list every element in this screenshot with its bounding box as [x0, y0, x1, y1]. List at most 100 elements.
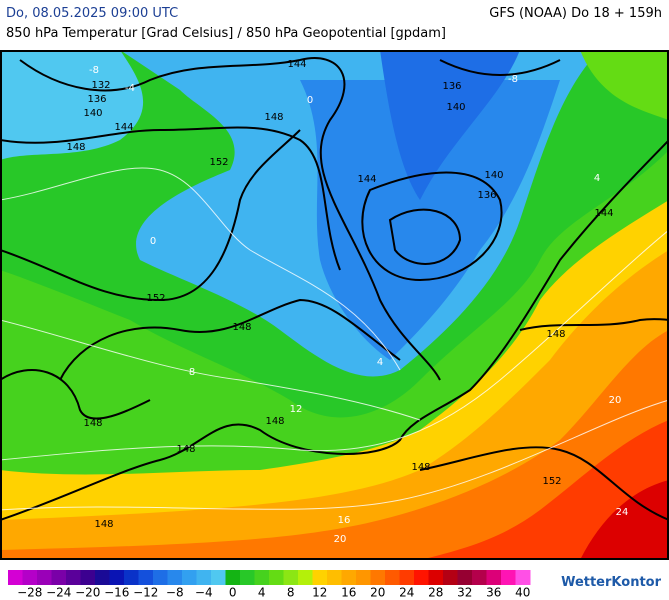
legend-swatch — [51, 570, 67, 585]
geopotential-label: 148 — [546, 329, 565, 340]
legend-swatch — [385, 570, 400, 585]
legend-swatch — [269, 570, 284, 585]
legend-label: 4 — [258, 586, 266, 600]
legend-swatch — [443, 570, 458, 585]
legend-swatch — [196, 570, 212, 585]
legend-swatch — [153, 570, 168, 585]
legend-swatch — [240, 570, 255, 585]
legend-label: 24 — [399, 586, 414, 600]
isotherm-label: -8 — [508, 74, 518, 85]
geopotential-label: 136 — [87, 94, 106, 105]
legend-swatch — [414, 570, 429, 585]
legend-label: −16 — [104, 586, 129, 600]
legend-swatch — [225, 570, 241, 585]
legend-label: −20 — [75, 586, 100, 600]
geopotential-label: 140 — [446, 102, 465, 113]
legend-swatch — [80, 570, 96, 585]
geopotential-label: 144 — [287, 59, 306, 70]
legend-label: −28 — [17, 586, 42, 600]
geopotential-label: 148 — [411, 462, 430, 473]
legend-swatch — [109, 570, 125, 585]
isotherm-label: 4 — [377, 357, 383, 368]
legend-swatch — [138, 570, 154, 585]
isotherm-label: 12 — [290, 404, 303, 415]
legend-label: −24 — [46, 586, 71, 600]
legend-label: 8 — [287, 586, 295, 600]
isotherm-label: 24 — [616, 507, 629, 518]
legend-swatch — [167, 570, 183, 585]
geopotential-label: 148 — [94, 519, 113, 530]
geopotential-label: 144 — [594, 208, 613, 219]
geopotential-label: 148 — [265, 416, 284, 427]
geopotential-label: 144 — [357, 174, 376, 185]
legend-swatch — [283, 570, 299, 585]
legend-swatch — [501, 570, 516, 585]
legend-swatch — [22, 570, 38, 585]
isotherm-label: 0 — [307, 95, 313, 106]
legend-label: 36 — [486, 586, 501, 600]
legend-label: 28 — [428, 586, 443, 600]
brand: WetterKontor — [561, 575, 661, 590]
legend-label: −4 — [195, 586, 213, 600]
legend-swatch — [254, 570, 270, 585]
geopotential-label: 144 — [114, 122, 133, 133]
geopotential-label: 152 — [146, 293, 165, 304]
model-run: GFS (NOAA) Do 18 + 159h — [489, 6, 662, 21]
isotherm-label: -4 — [125, 83, 135, 94]
legend-swatch — [472, 570, 487, 585]
legend-label: 40 — [515, 586, 530, 600]
legend-swatch — [428, 570, 444, 585]
legend-swatch — [8, 570, 23, 585]
geopotential-label: 148 — [176, 444, 195, 455]
legend-swatch — [486, 570, 502, 585]
legend-label: 16 — [341, 586, 356, 600]
geopotential-label: 136 — [477, 190, 496, 201]
geopotential-label: 148 — [264, 112, 283, 123]
isotherm-label: -8 — [89, 65, 99, 76]
legend-swatch — [37, 570, 52, 585]
temperature-field — [1, 51, 668, 559]
legend-swatch — [312, 570, 328, 585]
legend-swatch — [356, 570, 371, 585]
isotherm-label: 8 — [189, 367, 195, 378]
isotherm-label: 16 — [338, 515, 351, 526]
legend-swatch — [182, 570, 197, 585]
legend-label: −12 — [133, 586, 158, 600]
map-frame — [0, 50, 669, 560]
geopotential-label: 140 — [484, 170, 503, 181]
geopotential-label: 152 — [209, 157, 228, 168]
legend-swatch — [298, 570, 313, 585]
geopotential-label: 132 — [91, 80, 110, 91]
legend-swatch — [370, 570, 386, 585]
geopotential-contours — [1, 57, 668, 521]
geopotential-label: 148 — [232, 322, 251, 333]
legend-label: 20 — [370, 586, 385, 600]
geopotential-label: 152 — [542, 476, 561, 487]
legend-swatch — [211, 570, 226, 585]
legend-swatch — [399, 570, 415, 585]
legend-swatch — [95, 570, 110, 585]
legend-label: 32 — [457, 586, 472, 600]
valid-time: Do, 08.05.2025 09:00 UTC — [6, 6, 179, 21]
legend-swatch — [66, 570, 81, 585]
legend-swatch — [457, 570, 473, 585]
isotherm-label: 20 — [334, 534, 347, 545]
geopotential-label: 148 — [66, 142, 85, 153]
geopotential-label: 148 — [83, 418, 102, 429]
geopotential-label: 140 — [83, 108, 102, 119]
legend-swatch — [327, 570, 342, 585]
map-title: 850 hPa Temperatur [Grad Celsius] / 850 … — [6, 26, 447, 41]
geopotential-label: 136 — [442, 81, 461, 92]
legend-swatch — [341, 570, 357, 585]
legend-label: −8 — [166, 586, 184, 600]
legend-label: 0 — [229, 586, 237, 600]
legend-swatch — [515, 570, 531, 585]
isotherms — [1, 167, 668, 511]
legend-label: 12 — [312, 586, 327, 600]
isotherm-label: 0 — [150, 236, 156, 247]
isotherm-label: 4 — [594, 173, 600, 184]
isotherm-label: 20 — [609, 395, 622, 406]
legend-swatch — [124, 570, 139, 585]
